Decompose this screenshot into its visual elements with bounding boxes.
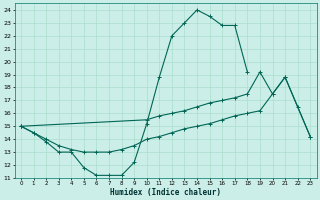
X-axis label: Humidex (Indice chaleur): Humidex (Indice chaleur) xyxy=(110,188,221,197)
